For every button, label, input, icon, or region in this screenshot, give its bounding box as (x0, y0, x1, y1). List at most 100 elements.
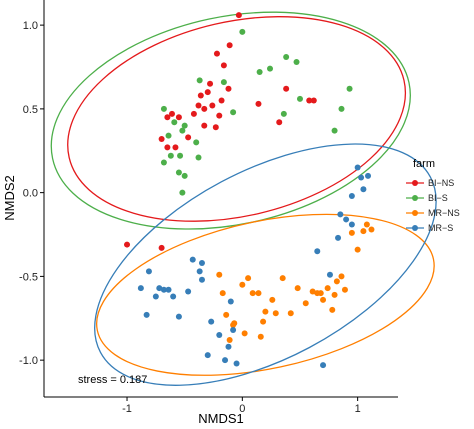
legend-key-dot (412, 195, 418, 201)
point-series4-28 (348, 221, 355, 228)
point-series4-4 (152, 293, 159, 300)
point-series4-9 (175, 313, 182, 320)
point-series3-25 (338, 273, 345, 280)
point-series3-29 (363, 221, 370, 228)
point-series4-10 (185, 288, 192, 295)
point-series1-11 (209, 102, 216, 109)
point-series3-8 (255, 290, 262, 297)
point-series1-29 (124, 241, 131, 248)
point-series1-26 (306, 97, 313, 104)
point-series4-24 (365, 172, 372, 179)
point-series1-17 (226, 42, 233, 49)
ellipse-1 (67, 16, 407, 222)
point-series2-15 (267, 65, 274, 72)
point-series1-20 (172, 144, 179, 151)
point-series3-15 (294, 285, 301, 292)
point-series1-25 (283, 85, 290, 92)
point-series4-16 (216, 332, 223, 339)
point-series2-12 (230, 109, 237, 116)
point-series2-3 (167, 152, 174, 159)
point-series4-33 (227, 298, 234, 305)
point-series3-5 (239, 281, 246, 288)
point-series1-13 (216, 112, 223, 119)
point-series3-22 (329, 306, 336, 313)
legend-title: farm (413, 158, 435, 170)
legend-key-dot (412, 225, 418, 231)
point-series3-20 (320, 296, 327, 303)
point-series3-31 (341, 286, 348, 293)
ellipse-4 (94, 143, 437, 386)
point-series4-29 (360, 186, 367, 193)
point-series3-21 (324, 285, 331, 292)
legend-key-dot (412, 210, 418, 216)
point-series2-5 (177, 152, 184, 159)
point-series2-25 (331, 127, 338, 134)
point-series3-33 (241, 330, 248, 337)
point-series2-20 (346, 85, 353, 92)
point-series4-1 (137, 285, 144, 292)
point-series3-6 (245, 275, 252, 282)
point-series4-7 (165, 286, 172, 293)
point-series4-22 (354, 164, 361, 171)
ellipse-2 (50, 11, 411, 230)
point-series1-24 (276, 119, 283, 126)
x-tick-label: 1 (355, 403, 361, 415)
point-series1-30 (158, 244, 165, 251)
point-series2-18 (293, 58, 300, 65)
point-series2-19 (338, 105, 345, 112)
point-series3-24 (333, 278, 340, 285)
point-series4-11 (189, 256, 196, 263)
point-series4-8 (170, 293, 177, 300)
point-series2-6 (179, 127, 186, 134)
point-series3-34 (226, 337, 233, 344)
point-series3-14 (287, 310, 294, 317)
point-series1-18 (235, 12, 242, 19)
point-series2-11 (220, 79, 227, 86)
point-series4-31 (326, 271, 333, 278)
y-tick-label: 1.0 (23, 20, 38, 32)
ellipses-layer (50, 11, 437, 386)
point-series4-30 (314, 248, 321, 255)
point-series3-32 (230, 321, 237, 328)
point-series1-8 (201, 105, 208, 112)
point-series1-2 (164, 114, 171, 121)
legend-label: BI−S (428, 193, 448, 203)
point-series2-7 (181, 122, 188, 129)
y-tick-label: 0.5 (23, 104, 38, 116)
y-tick-label: -0.5 (19, 271, 38, 283)
point-series4-23 (358, 174, 365, 181)
x-tick-label: 0 (239, 403, 245, 415)
point-series2-2 (165, 132, 172, 139)
point-series3-30 (368, 226, 375, 233)
point-series4-14 (204, 352, 211, 359)
point-series4-21 (337, 211, 344, 218)
point-series1-27 (310, 97, 317, 104)
y-axis-title: NMDS2 (2, 175, 17, 221)
point-series4-3 (145, 268, 152, 275)
point-series4-32 (320, 362, 327, 369)
point-series1-28 (213, 50, 220, 57)
point-series1-9 (204, 89, 211, 96)
point-series2-13 (239, 28, 246, 35)
point-series2-23 (179, 189, 186, 196)
point-series1-1 (158, 136, 165, 143)
stress-annotation: stress = 0.187 (78, 374, 147, 386)
point-series4-20 (233, 360, 240, 367)
ellipse-3 (95, 213, 435, 376)
legend: farm BI−NS BI−S MR−NS MR−S (406, 158, 460, 233)
point-series3-13 (279, 275, 286, 282)
legend-label: MR−S (428, 223, 453, 233)
point-series3-12 (272, 310, 279, 317)
point-series1-6 (195, 102, 202, 109)
point-series1-7 (197, 92, 204, 99)
point-series3-10 (262, 308, 269, 315)
point-series4-5 (156, 285, 163, 292)
point-series2-4 (171, 119, 178, 126)
point-series1-22 (201, 122, 208, 129)
point-series2-1 (160, 105, 167, 112)
point-series4-12 (196, 268, 203, 275)
point-series4-2 (143, 311, 150, 318)
point-series1-12 (212, 124, 219, 131)
point-series1-14 (218, 97, 225, 104)
